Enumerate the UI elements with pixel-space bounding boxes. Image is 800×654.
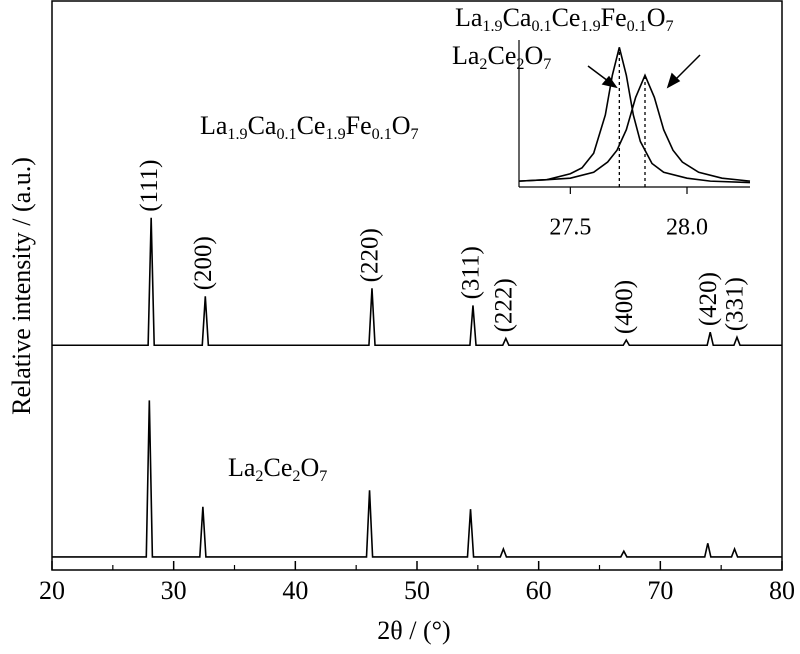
inset-series-label: La1.9Ca0.1Ce1.9Fe0.1O7 [455,3,674,35]
x-tick-label: 20 [39,576,65,605]
peak-label: (311) [458,246,485,299]
inset-arrows [587,54,701,89]
peak-label: (222) [491,278,518,332]
y-axis-title: Relative intensity / (a.u.) [7,157,36,415]
peak-label: (220) [357,228,384,282]
arrow-head [666,72,681,89]
x-tick-label: 50 [404,576,430,605]
inset-x-tick-label: 28.0 [666,215,708,241]
x-tick-label: 80 [769,576,795,605]
data-line [518,47,751,184]
peak-label: (331) [722,277,749,331]
plot-frame [51,0,783,571]
x-tick-label: 40 [282,576,308,605]
x-tick-label: 70 [647,576,673,605]
inset-x-tick-label: 27.5 [549,215,591,241]
data-line [518,73,751,182]
inset-series-label: La2Ce2O7 [452,41,551,73]
data-line [52,217,782,347]
peak-label: (111) [136,159,163,211]
series-label: La1.9Ca0.1Ce1.9Fe0.1O7 [200,111,419,143]
data-line [52,400,782,558]
x-axis-title: 2θ / (°) [377,616,450,645]
x-tick-label: 30 [161,576,187,605]
peak-label: (420) [695,272,722,326]
peak-label: (400) [611,280,638,334]
peak-label: (200) [190,236,217,290]
arrow-head [601,75,618,89]
series-label: La2Ce2O7 [228,453,327,485]
x-tick-label: 60 [526,576,552,605]
arrow [672,54,701,83]
